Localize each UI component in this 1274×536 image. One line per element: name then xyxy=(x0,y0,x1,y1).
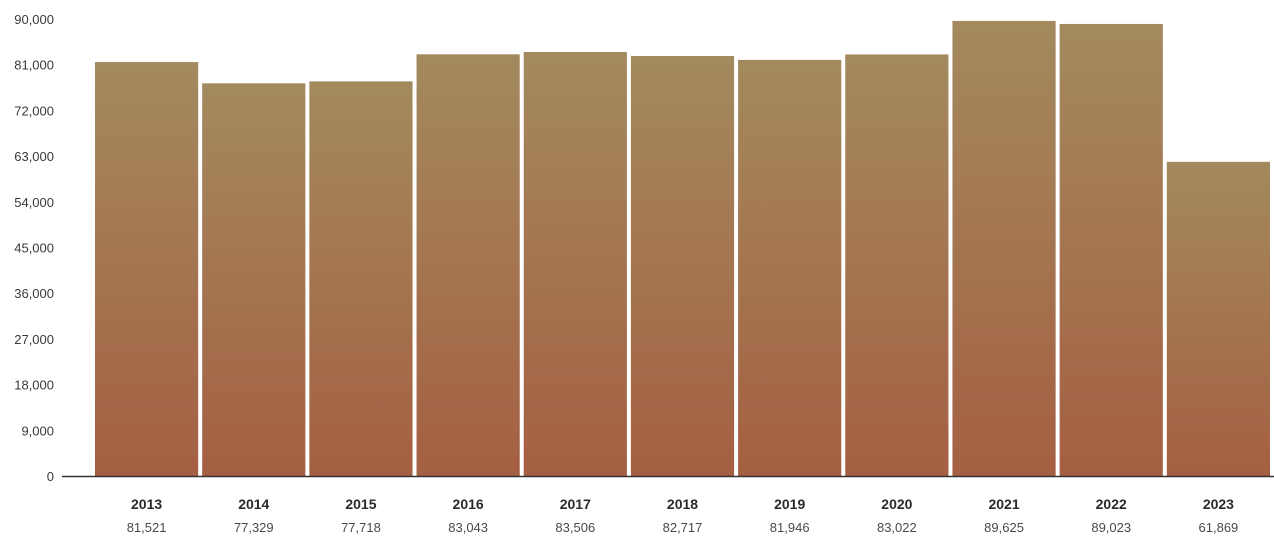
x-category-label: 2019 xyxy=(774,496,805,512)
y-tick-label: 54,000 xyxy=(14,195,54,210)
x-category-label: 2017 xyxy=(560,496,591,512)
y-tick-label: 9,000 xyxy=(21,423,54,438)
y-tick-label: 90,000 xyxy=(14,12,54,27)
x-category-label: 2013 xyxy=(131,496,162,512)
bar-2022 xyxy=(1059,23,1163,477)
y-tick-label: 63,000 xyxy=(14,149,54,164)
x-category-label: 2018 xyxy=(667,496,698,512)
y-tick-label: 45,000 xyxy=(14,241,54,256)
y-axis: 0 9,000 18,000 27,000 36,000 45,000 54,000 63,0… xyxy=(14,12,54,484)
x-category-label: 2023 xyxy=(1203,496,1234,512)
bar-2020 xyxy=(845,54,949,477)
bar-value-label: 61,869 xyxy=(1199,520,1239,535)
bar-value-label: 89,625 xyxy=(984,520,1024,535)
bars xyxy=(95,20,1270,477)
bar-2014 xyxy=(202,83,306,476)
y-tick-label: 36,000 xyxy=(14,286,54,301)
y-tick-label: 0 xyxy=(47,469,54,484)
x-category-label: 2016 xyxy=(453,496,484,512)
bar-value-label: 82,717 xyxy=(663,520,703,535)
x-category-label: 2021 xyxy=(988,496,1019,512)
x-axis-labels: 2013 81,521 2014 77,329 2015 77,718 2016 83,043… xyxy=(127,496,1239,535)
y-tick-label: 81,000 xyxy=(14,58,54,73)
bar-value-label: 83,043 xyxy=(448,520,488,535)
bar-value-label: 77,718 xyxy=(341,520,381,535)
x-category-label: 2015 xyxy=(345,496,376,512)
x-category-label: 2022 xyxy=(1096,496,1127,512)
y-tick-label: 18,000 xyxy=(14,378,54,393)
bar-2019 xyxy=(738,59,842,477)
bar-value-label: 77,329 xyxy=(234,520,274,535)
bar-value-label: 81,521 xyxy=(127,520,167,535)
bar-2018 xyxy=(630,55,735,476)
bar-2023 xyxy=(1166,161,1270,476)
y-tick-label: 27,000 xyxy=(14,332,54,347)
bar-2013 xyxy=(95,62,199,477)
bar-2016 xyxy=(416,54,520,476)
x-category-label: 2020 xyxy=(881,496,912,512)
bar-2015 xyxy=(309,81,413,477)
y-tick-label: 72,000 xyxy=(14,103,54,118)
bar-value-label: 83,506 xyxy=(555,520,595,535)
bar-value-label: 89,023 xyxy=(1091,520,1131,535)
bar-value-label: 83,022 xyxy=(877,520,917,535)
x-category-label: 2014 xyxy=(238,496,269,512)
bar-2017 xyxy=(523,51,627,476)
bar-2021 xyxy=(952,20,1056,477)
bar-value-label: 81,946 xyxy=(770,520,810,535)
